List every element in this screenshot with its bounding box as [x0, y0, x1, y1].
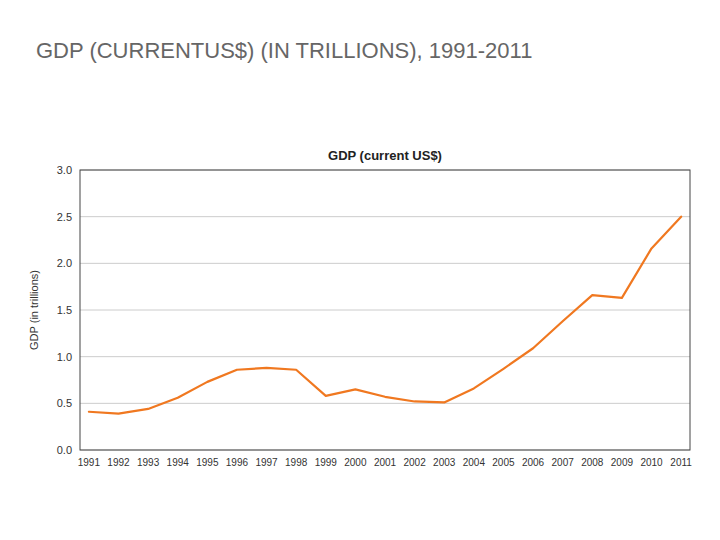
series — [89, 217, 681, 414]
x-tick-label: 1991 — [78, 457, 101, 468]
x-tick-label: 1996 — [226, 457, 249, 468]
x-tick-label: 2007 — [552, 457, 575, 468]
x-tick-label: 2001 — [374, 457, 397, 468]
grid-line — [80, 356, 690, 357]
grid-line — [80, 310, 690, 311]
x-tick-label: 2002 — [403, 457, 426, 468]
x-tick-label: 1998 — [285, 457, 308, 468]
x-tick-label: 2003 — [433, 457, 456, 468]
y-tick-label: 1.5 — [57, 304, 72, 316]
x-tick-label: 1999 — [315, 457, 338, 468]
x-tick-label: 1997 — [255, 457, 278, 468]
y-tick-label: 2.0 — [57, 257, 72, 269]
grid-line — [80, 263, 690, 264]
x-tick-label: 2006 — [522, 457, 545, 468]
line — [89, 217, 681, 414]
plot-frame — [80, 170, 690, 450]
x-tick-label: 2004 — [463, 457, 486, 468]
y-tick-label: 3.0 — [57, 164, 72, 176]
x-tick-label: 2009 — [611, 457, 634, 468]
y-axis: 0.0 0.5 1.0 1.5 2.0 2.5 3.0 — [57, 164, 72, 456]
y-axis-label: GDP (in trillions) — [28, 270, 40, 350]
y-tick-label: 0.0 — [57, 444, 72, 456]
x-tick-label: 2008 — [581, 457, 604, 468]
y-tick-label: 1.0 — [57, 351, 72, 363]
chart-title: GDP (current US$) — [328, 148, 442, 163]
y-tick-label: 0.5 — [57, 397, 72, 409]
grid-line — [80, 216, 690, 217]
grid-line — [80, 403, 690, 404]
x-tick-label: 2011 — [670, 457, 692, 468]
chart: GDP (CURRENTUS$) (IN TRILLIONS), 1991-20… — [0, 0, 720, 540]
x-tick-label: 2010 — [640, 457, 663, 468]
x-tick-label: 2000 — [344, 457, 367, 468]
x-tick-label: 2005 — [492, 457, 515, 468]
y-tick-label: 2.5 — [57, 211, 72, 223]
x-tick-label: 1994 — [167, 457, 190, 468]
main-title: GDP (CURRENTUS$) (IN TRILLIONS), 1991-20… — [36, 38, 532, 63]
x-axis: 1991 1992 1993 1994 1995 1996 1997 1998 1999 2000… — [78, 457, 693, 468]
plot-area — [80, 170, 690, 450]
grid — [80, 170, 690, 450]
x-tick-label: 1995 — [196, 457, 219, 468]
x-tick-label: 1992 — [107, 457, 130, 468]
x-tick-label: 1993 — [137, 457, 160, 468]
